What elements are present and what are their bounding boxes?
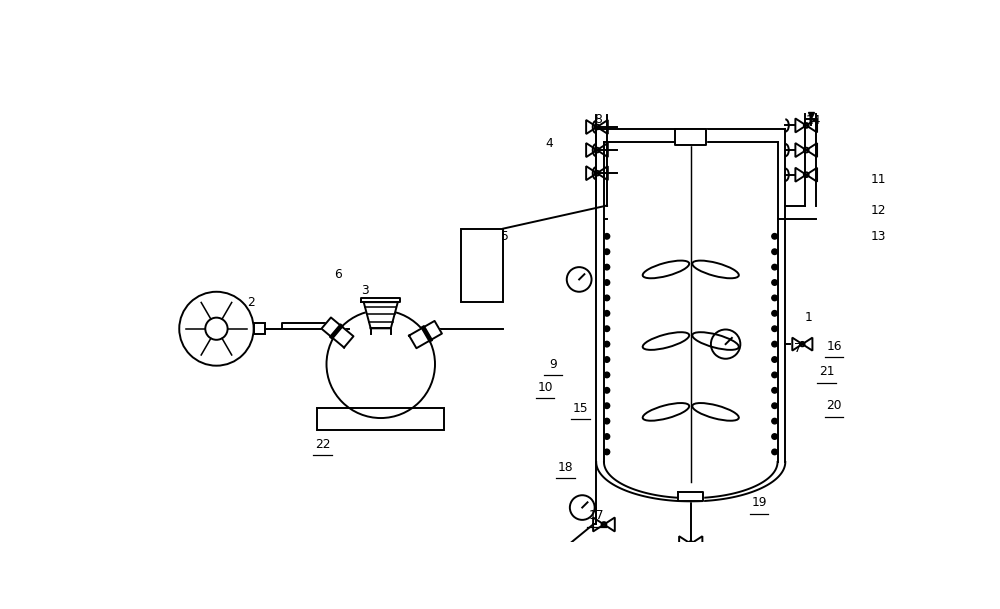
Circle shape <box>604 387 610 393</box>
Circle shape <box>772 372 777 378</box>
Text: 9: 9 <box>549 357 557 371</box>
Circle shape <box>772 387 777 393</box>
Circle shape <box>604 264 610 270</box>
Circle shape <box>604 403 610 409</box>
Polygon shape <box>409 321 442 348</box>
Text: 21: 21 <box>819 365 834 378</box>
Circle shape <box>604 357 610 362</box>
Text: 22: 22 <box>315 438 330 451</box>
Text: 13: 13 <box>871 230 886 243</box>
Text: 2: 2 <box>247 296 254 309</box>
Text: 5: 5 <box>501 230 509 243</box>
Polygon shape <box>678 492 703 501</box>
Circle shape <box>604 249 610 255</box>
Circle shape <box>604 233 610 239</box>
Circle shape <box>604 372 610 378</box>
Text: 19: 19 <box>751 496 767 509</box>
Circle shape <box>604 280 610 285</box>
Circle shape <box>772 249 777 255</box>
Circle shape <box>772 326 777 331</box>
Text: 12: 12 <box>871 203 886 217</box>
Circle shape <box>604 326 610 331</box>
Polygon shape <box>321 317 353 348</box>
Polygon shape <box>675 128 706 146</box>
Circle shape <box>772 403 777 409</box>
Bar <box>461 228 503 302</box>
Polygon shape <box>421 326 432 342</box>
Polygon shape <box>364 302 398 328</box>
Polygon shape <box>371 328 391 334</box>
Text: 1: 1 <box>805 311 812 325</box>
Text: 16: 16 <box>826 340 842 353</box>
Polygon shape <box>330 324 343 339</box>
Text: 8: 8 <box>594 113 602 126</box>
Text: 4: 4 <box>546 138 554 150</box>
Circle shape <box>772 295 777 301</box>
Circle shape <box>604 311 610 316</box>
Circle shape <box>772 311 777 316</box>
Text: 20: 20 <box>826 400 842 412</box>
Bar <box>317 409 444 430</box>
Circle shape <box>772 357 777 362</box>
Circle shape <box>772 342 777 347</box>
Text: 18: 18 <box>557 461 573 474</box>
Text: 14: 14 <box>805 114 821 127</box>
Polygon shape <box>361 298 400 302</box>
Circle shape <box>772 449 777 455</box>
Text: 7: 7 <box>794 342 802 355</box>
Text: 6: 6 <box>334 269 342 281</box>
Bar <box>254 323 264 334</box>
Circle shape <box>772 280 777 285</box>
Text: 15: 15 <box>573 401 589 415</box>
Circle shape <box>604 418 610 424</box>
Circle shape <box>604 342 610 347</box>
Circle shape <box>604 449 610 455</box>
Text: 3: 3 <box>361 284 369 297</box>
Circle shape <box>772 418 777 424</box>
Circle shape <box>772 434 777 439</box>
Circle shape <box>604 434 610 439</box>
Text: 10: 10 <box>537 381 553 394</box>
Text: 17: 17 <box>588 509 604 523</box>
Circle shape <box>772 233 777 239</box>
Circle shape <box>604 295 610 301</box>
Circle shape <box>772 264 777 270</box>
Text: 11: 11 <box>871 173 886 186</box>
